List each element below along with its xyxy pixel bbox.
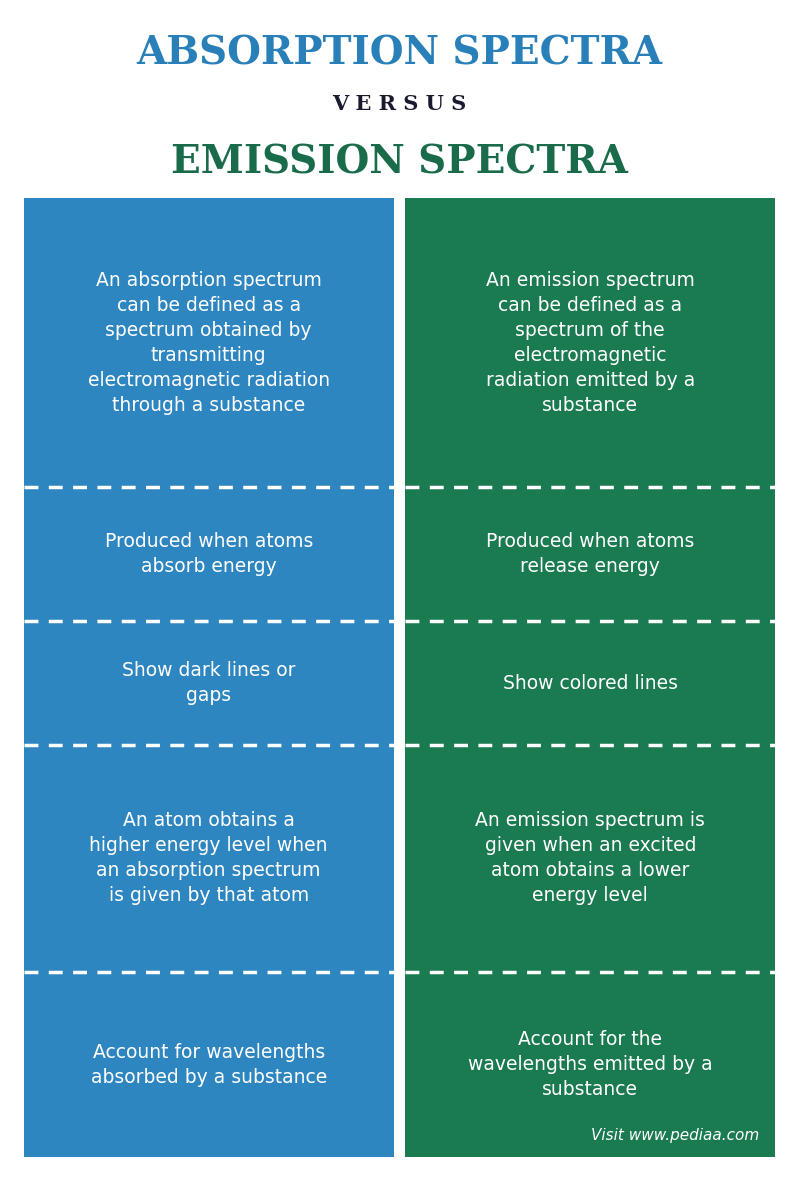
FancyBboxPatch shape <box>405 198 775 487</box>
Text: Account for the
wavelengths emitted by a
substance: Account for the wavelengths emitted by a… <box>468 1030 713 1100</box>
FancyBboxPatch shape <box>405 621 775 745</box>
Text: Show dark lines or
gaps: Show dark lines or gaps <box>122 661 296 705</box>
FancyBboxPatch shape <box>24 745 393 972</box>
Text: An emission spectrum is
given when an excited
atom obtains a lower
energy level: An emission spectrum is given when an ex… <box>475 811 706 906</box>
FancyBboxPatch shape <box>405 487 775 621</box>
FancyBboxPatch shape <box>24 972 393 1157</box>
Text: Produced when atoms
absorb energy: Produced when atoms absorb energy <box>105 533 313 576</box>
Text: Visit www.pediaa.com: Visit www.pediaa.com <box>590 1128 759 1143</box>
Text: An emission spectrum
can be defined as a
spectrum of the
electromagnetic
radiati: An emission spectrum can be defined as a… <box>486 270 695 415</box>
Text: ABSORPTION SPECTRA: ABSORPTION SPECTRA <box>137 34 662 72</box>
FancyBboxPatch shape <box>24 487 393 621</box>
Text: An absorption spectrum
can be defined as a
spectrum obtained by
transmitting
ele: An absorption spectrum can be defined as… <box>88 270 330 415</box>
Text: An atom obtains a
higher energy level when
an absorption spectrum
is given by th: An atom obtains a higher energy level wh… <box>89 811 328 906</box>
Text: EMISSION SPECTRA: EMISSION SPECTRA <box>171 144 628 182</box>
Text: Show colored lines: Show colored lines <box>503 673 678 692</box>
FancyBboxPatch shape <box>24 621 393 745</box>
FancyBboxPatch shape <box>405 745 775 972</box>
Text: V E R S U S: V E R S U S <box>332 94 467 113</box>
Text: Account for wavelengths
absorbed by a substance: Account for wavelengths absorbed by a su… <box>90 1043 327 1087</box>
Text: Produced when atoms
release energy: Produced when atoms release energy <box>486 533 694 576</box>
FancyBboxPatch shape <box>405 972 775 1157</box>
FancyBboxPatch shape <box>24 198 393 487</box>
